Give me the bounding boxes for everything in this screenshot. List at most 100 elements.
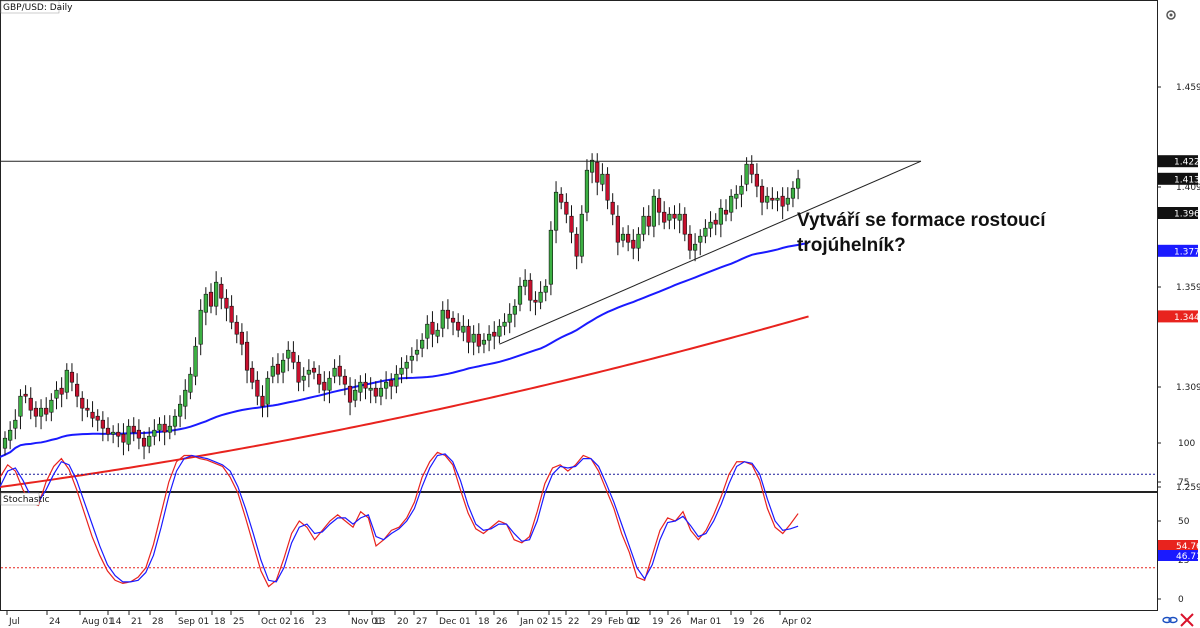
candle-body (414, 349, 420, 355)
candle-body (301, 375, 306, 381)
candle-body (69, 371, 75, 383)
time-tick-label: 26 (670, 617, 682, 627)
candle-body (126, 425, 131, 445)
time-tick-label: Jan 02 (519, 617, 548, 627)
candle-body (615, 215, 620, 243)
candle-body (85, 407, 90, 411)
candle-body (239, 331, 245, 345)
candle-body (244, 341, 250, 371)
price-badge (1158, 244, 1198, 257)
candle-body (620, 233, 626, 241)
candle-body (167, 425, 172, 433)
candle-body (275, 363, 281, 375)
candle-body (409, 355, 414, 361)
price-tick-label: 1.4596 (1176, 83, 1200, 93)
time-tick-label: 26 (496, 617, 508, 627)
time-tick-label: Feb 01 (608, 617, 638, 627)
candle-body (95, 415, 100, 421)
annotation-line-2: trojúhelník? (797, 235, 906, 256)
link-icon[interactable] (1162, 616, 1178, 624)
annotation-line-1: Vytváří se formace rostoucí (797, 210, 1046, 231)
time-tick-label: 23 (315, 617, 326, 627)
time-tick-label: 12 (629, 617, 640, 627)
candle-body (193, 345, 198, 377)
forex-logo-icon (1180, 613, 1194, 627)
stochastic-badge-label: 46.71 (1176, 552, 1200, 562)
candle-body (631, 239, 636, 249)
candle-body (75, 383, 80, 397)
stochastic-badge (1158, 550, 1198, 561)
candle-body (265, 377, 270, 405)
candle-body (420, 339, 425, 349)
candle-body (59, 387, 64, 395)
ascending-support-trendline (499, 160, 922, 345)
candle-body (49, 399, 54, 413)
candle-body (203, 293, 208, 313)
candle-body (178, 403, 183, 417)
candle-body (775, 197, 780, 201)
time-tick-label: 18 (214, 617, 226, 627)
candle-body (255, 379, 260, 397)
price-tick-label: 1.2596 (1176, 483, 1200, 493)
candle-body (105, 427, 111, 435)
candle-body (311, 367, 317, 373)
candle-body (121, 433, 126, 443)
candle-body (672, 213, 677, 219)
candle-body (523, 279, 528, 287)
candle-body (136, 429, 142, 439)
candle-body (512, 305, 517, 315)
candle-body (795, 178, 801, 189)
candle-body (703, 227, 708, 237)
candle-body (636, 233, 641, 249)
stochastic-tick-label: 75 (1178, 478, 1189, 488)
slow-moving-average-line (0, 315, 809, 488)
candle-body (553, 191, 559, 231)
candle-body (507, 313, 512, 323)
candle-body (605, 173, 610, 201)
time-tick-label: 25 (233, 617, 244, 627)
candle-body (528, 279, 533, 301)
time-tick-label: Dec 01 (439, 617, 471, 627)
price-tick-label: 1.3596 (1176, 283, 1200, 293)
chart-settings-icon[interactable] (1164, 8, 1178, 22)
candle-body (754, 173, 759, 187)
candle-body (157, 423, 162, 431)
candle-body (790, 187, 796, 199)
candle-body (38, 407, 44, 417)
stochastic-axis: 1007550250 (1157, 439, 1195, 605)
stochastic-title-bg (0, 492, 40, 506)
candle-body (626, 233, 631, 243)
price-badge-label: 1.3777 (1174, 247, 1200, 257)
candle-body (368, 387, 373, 391)
candle-body (208, 291, 214, 307)
stochastic-badge-label: 54.76 (1176, 542, 1200, 552)
candle-body (502, 321, 507, 327)
candle-body (476, 333, 481, 347)
candle-body (286, 349, 291, 359)
candle-body (651, 195, 656, 227)
stochastic-tick-label: 50 (1178, 517, 1190, 527)
time-tick-label: 20 (397, 617, 409, 627)
price-axis: 1.4596 1.4096 1.3596 1.3096 1.2596 (1157, 83, 1200, 493)
candle-body (440, 309, 445, 329)
candle-body (358, 381, 363, 393)
candle-body (538, 291, 543, 303)
candle-body (430, 321, 435, 335)
price-panel-frame (0, 0, 1158, 492)
candle-body (780, 195, 785, 207)
candle-body (219, 283, 224, 299)
time-tick-label: Sep 01 (178, 617, 209, 627)
candle-body (785, 197, 790, 205)
candle-body (517, 285, 523, 305)
stochastic-d-line (0, 451, 799, 588)
candle-body (347, 385, 353, 403)
candle-body (765, 195, 770, 203)
candle-body (698, 235, 703, 243)
stochastic-tick-label: 100 (1178, 439, 1195, 449)
time-tick-label: 18 (478, 617, 490, 627)
stochastic-panel-frame (0, 492, 1158, 611)
candle-body (543, 285, 548, 293)
candle-body (589, 159, 595, 173)
